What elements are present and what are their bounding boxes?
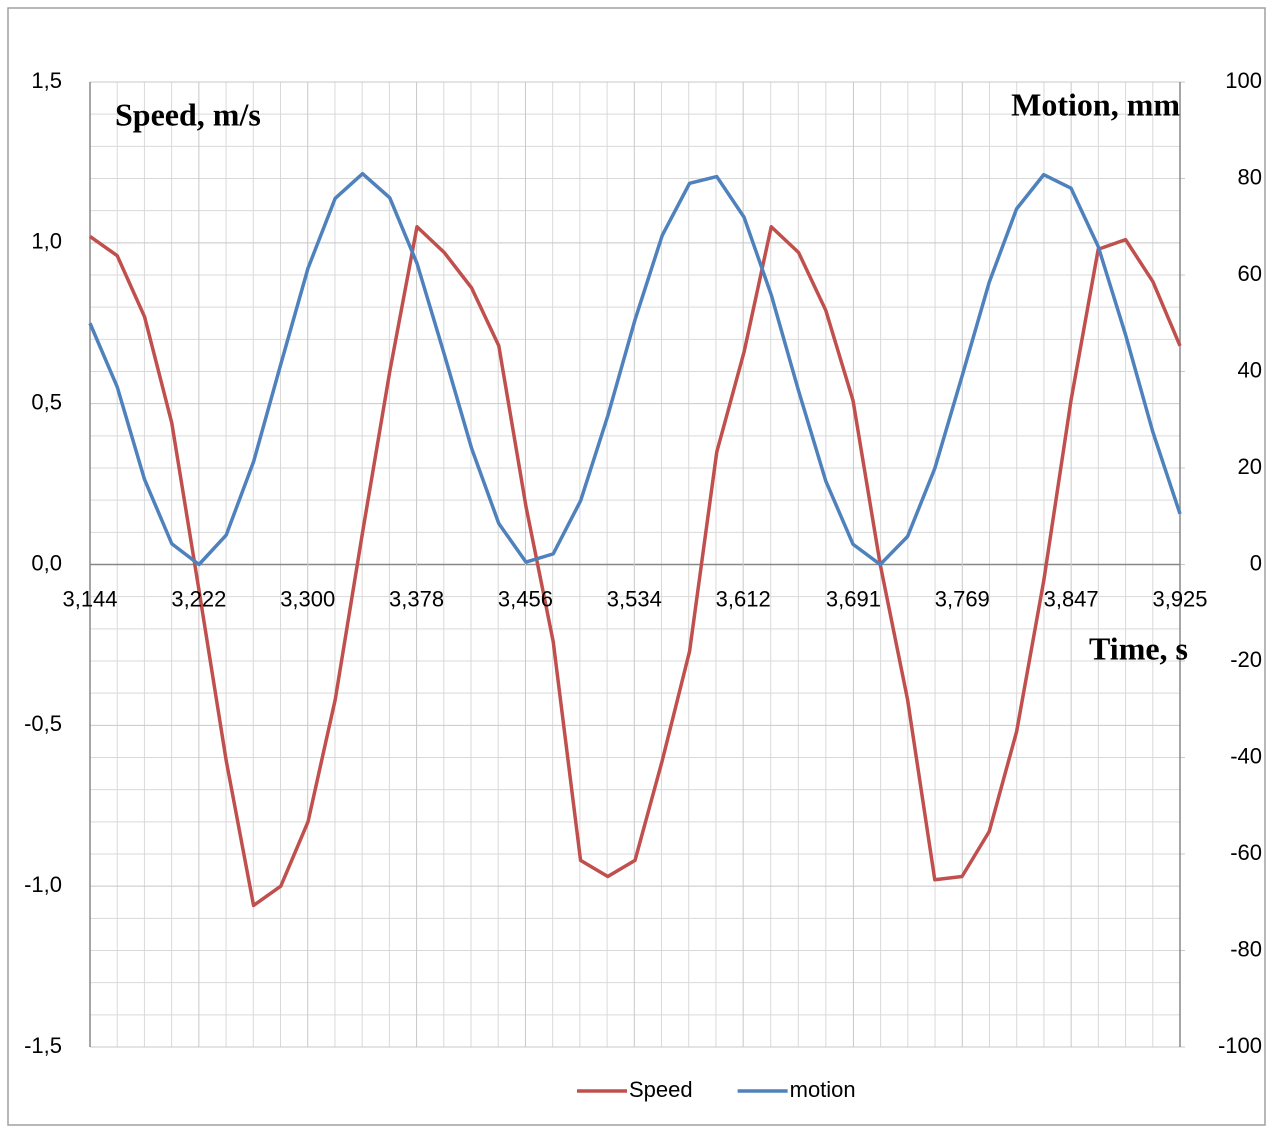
y2-tick-label: -80 xyxy=(1230,936,1262,961)
x-tick-label: 3,691 xyxy=(826,586,881,611)
x-tick-label: 3,769 xyxy=(935,586,990,611)
y2-tick-label: -100 xyxy=(1218,1033,1262,1058)
x-tick-label: 3,925 xyxy=(1152,586,1207,611)
grid xyxy=(89,81,1185,1048)
y2-tick-label: -40 xyxy=(1230,743,1262,768)
y-tick-label: 1,0 xyxy=(31,229,62,254)
x-tick-label: 3,847 xyxy=(1044,586,1099,611)
y-tick-label: 0,5 xyxy=(31,389,62,414)
x-tick-label: 3,378 xyxy=(389,586,444,611)
x-tick-label: 3,144 xyxy=(62,586,117,611)
y2-tick-label: -20 xyxy=(1230,647,1262,672)
y2-tick-label: 0 xyxy=(1250,550,1262,575)
y-tick-label: -0,5 xyxy=(24,711,62,736)
x-tick-label: 3,456 xyxy=(498,586,553,611)
x-axis-title: Time, s xyxy=(1089,630,1188,666)
y2-tick-label: 60 xyxy=(1238,261,1262,286)
y2-tick-label: 100 xyxy=(1225,68,1262,93)
x-tick-label: 3,612 xyxy=(716,586,771,611)
line-series xyxy=(88,171,1182,567)
legend-label: motion xyxy=(790,1077,856,1102)
y2-tick-label: 40 xyxy=(1238,357,1262,382)
y-tick-label: 1,5 xyxy=(31,68,62,93)
chart-frame xyxy=(7,7,1266,1126)
y2-tick-label: 80 xyxy=(1238,164,1262,189)
line-series xyxy=(88,225,1182,908)
y2-axis-title: Motion, mm xyxy=(1011,86,1180,122)
legend-label: Speed xyxy=(629,1077,693,1102)
y2-tick-label: 20 xyxy=(1238,454,1262,479)
x-tick-label: 3,222 xyxy=(171,586,226,611)
y-axis-title: Speed, m/s xyxy=(115,96,261,132)
y-tick-label: -1,5 xyxy=(24,1033,62,1058)
legend: Speed motion xyxy=(577,1077,856,1102)
plot-area xyxy=(88,171,1182,908)
y-tick-label: -1,0 xyxy=(24,872,62,897)
y-tick-label: 0,0 xyxy=(31,550,62,575)
x-tick-label: 3,300 xyxy=(280,586,335,611)
y2-tick-label: -60 xyxy=(1230,840,1262,865)
x-tick-label: 3,534 xyxy=(607,586,662,611)
